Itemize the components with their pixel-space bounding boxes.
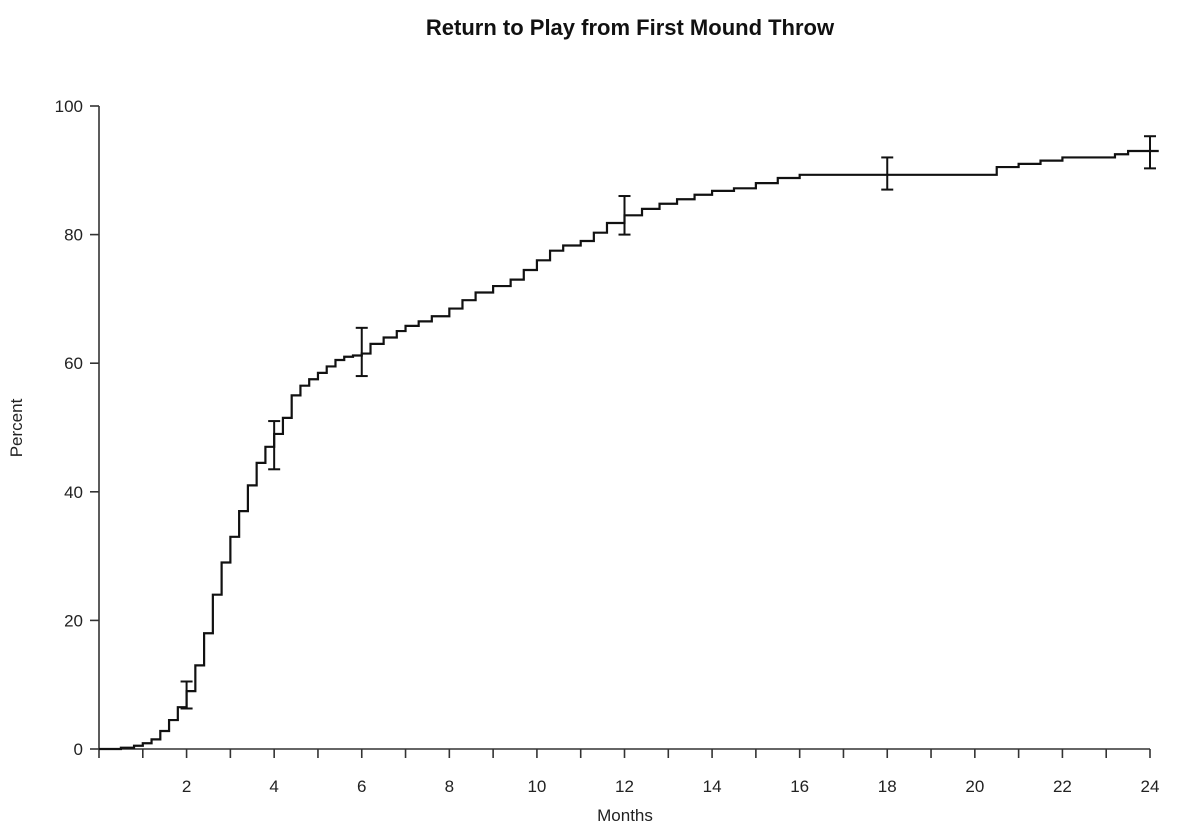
y-tick-label: 60 <box>64 354 83 373</box>
error-bar <box>268 420 281 471</box>
x-tick-label: 22 <box>1053 777 1072 796</box>
y-tick-label: 20 <box>64 611 83 630</box>
y-tick-label: 0 <box>74 740 83 759</box>
x-tick-label: 12 <box>615 777 634 796</box>
y-tick-label: 40 <box>64 483 83 502</box>
x-tick-label: 16 <box>790 777 809 796</box>
errorbar-layer <box>180 135 1156 710</box>
y-tick-label: 80 <box>64 226 83 245</box>
x-tick-label: 18 <box>878 777 897 796</box>
error-bar <box>1144 135 1156 170</box>
error-bar <box>180 680 193 710</box>
x-tick-label: 24 <box>1141 777 1160 796</box>
error-bar <box>618 195 631 236</box>
series-layer <box>99 149 1159 751</box>
x-tick-label: 2 <box>182 777 191 796</box>
x-tick-label: 14 <box>703 777 722 796</box>
y-tick-label: 100 <box>55 97 83 116</box>
series-line <box>99 149 1159 751</box>
x-tick-label: 6 <box>357 777 366 796</box>
x-axis-label: Months <box>597 806 653 825</box>
y-axis-label: Percent <box>7 398 26 457</box>
x-tick-label: 20 <box>965 777 984 796</box>
x-tick-label: 10 <box>527 777 546 796</box>
x-tick-label: 8 <box>445 777 454 796</box>
chart-title: Return to Play from First Mound Throw <box>426 15 835 40</box>
x-ticks: 2 4 6 8 10 12 14 16 18 20 22 24 <box>98 749 1160 796</box>
x-tick-label: 4 <box>269 777 278 796</box>
error-bar <box>881 156 894 191</box>
error-bar <box>355 326 368 378</box>
y-ticks: 0 20 40 60 80 100 <box>55 97 99 759</box>
